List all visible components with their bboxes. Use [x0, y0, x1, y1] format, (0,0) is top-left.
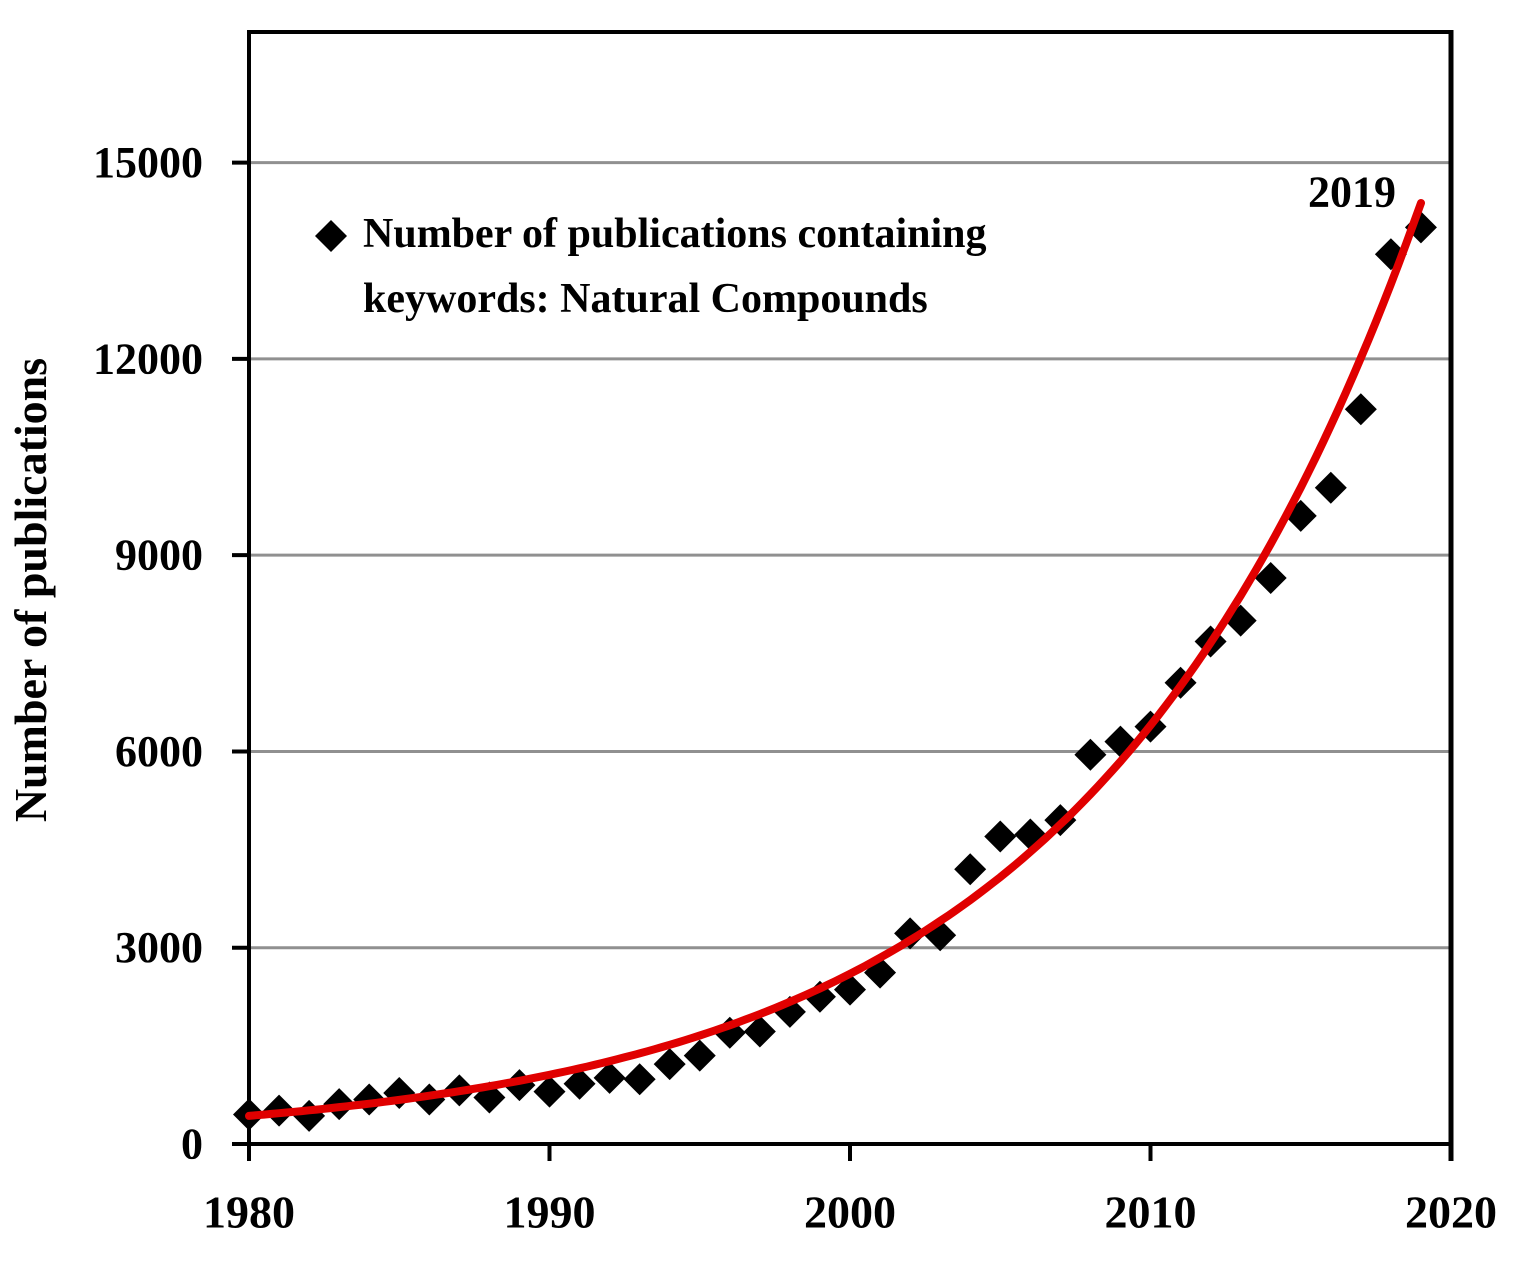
- axes-frame: [232, 30, 1454, 1161]
- data-point-diamond: [653, 1048, 686, 1081]
- y-tick-label: 0: [181, 1120, 203, 1169]
- data-point-diamond: [954, 853, 987, 886]
- y-tick-label: 9000: [115, 531, 203, 580]
- y-axis-title: Number of publications: [5, 358, 56, 822]
- trend-year-annotation: 2019: [1308, 168, 1396, 217]
- x-tick-label: 2010: [1105, 1187, 1197, 1238]
- x-tick-label: 2020: [1405, 1187, 1497, 1238]
- legend-label-line-2: keywords: Natural Compounds: [363, 276, 928, 322]
- gridlines: [249, 161, 1451, 950]
- legend-label-line-1: Number of publications containing: [363, 211, 987, 257]
- y-tick-label: 3000: [115, 923, 203, 972]
- x-tick-label: 1980: [203, 1187, 295, 1238]
- exponential-trendline: [245, 199, 1425, 1120]
- y-tick-label: 12000: [93, 334, 203, 383]
- data-series-markers: [233, 211, 1437, 1132]
- data-point-diamond: [563, 1067, 596, 1100]
- data-point-diamond: [1344, 393, 1377, 426]
- tick-marks: [232, 160, 1453, 1161]
- legend-diamond-icon: [315, 220, 347, 252]
- x-tick-label: 1990: [504, 1187, 596, 1238]
- data-point-diamond: [593, 1061, 626, 1094]
- data-point-diamond: [293, 1099, 326, 1132]
- data-point-diamond: [533, 1075, 566, 1108]
- data-point-diamond: [743, 1015, 776, 1048]
- data-point-diamond: [1074, 738, 1107, 771]
- data-point-diamond: [1254, 562, 1287, 595]
- y-tick-label: 6000: [115, 727, 203, 776]
- tick-labels: 0 3000 6000 9000 12000 15000 1980 1990 2000 2010 2…: [93, 138, 1497, 1237]
- x-tick-label: 2000: [804, 1187, 896, 1238]
- data-point-diamond: [984, 820, 1017, 853]
- legend: Number of publications containing keywor…: [315, 211, 987, 322]
- data-point-diamond: [623, 1063, 656, 1096]
- data-point-diamond: [1314, 471, 1347, 504]
- y-tick-label: 15000: [93, 138, 203, 187]
- data-point-diamond: [683, 1039, 716, 1072]
- trendline-curve: [245, 199, 1425, 1120]
